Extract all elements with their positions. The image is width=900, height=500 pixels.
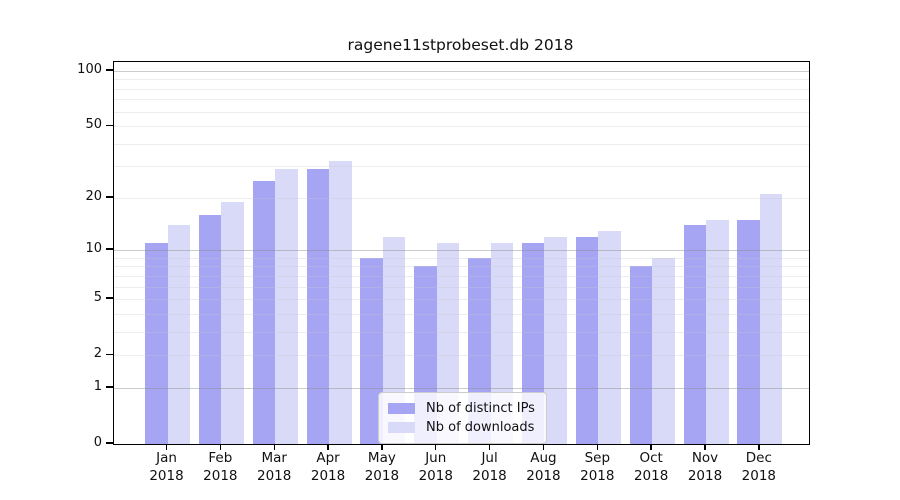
x-tick-month: May — [367, 450, 396, 466]
bars-layer — [114, 62, 809, 444]
x-tick-year: 2018 — [472, 467, 507, 484]
x-tick-month: Jan — [156, 450, 177, 466]
x-tick-month: Dec — [745, 450, 772, 466]
y-tick-mark — [106, 386, 113, 388]
y-tick-label: 20 — [85, 188, 102, 204]
y-tick-label: 5 — [93, 290, 102, 306]
plot-area: Nb of distinct IPs Nb of downloads — [113, 61, 810, 445]
x-tick-label: Dec 2018 — [731, 450, 787, 485]
bar-nb-of-downloads-jan — [167, 225, 190, 444]
bar-nb-of-downloads-oct — [652, 257, 675, 444]
y-tick-label: 100 — [77, 62, 102, 77]
legend-row: Nb of distinct IPs — [388, 399, 535, 418]
y-tick-mark — [106, 248, 113, 250]
x-tick-year: 2018 — [310, 467, 346, 484]
y-tick-mark — [106, 69, 113, 71]
x-tick-label: Jul 2018 — [462, 450, 518, 485]
x-tick-label: Jun 2018 — [408, 450, 464, 485]
x-tick-year: 2018 — [418, 467, 453, 484]
x-tick-mark — [165, 444, 168, 450]
x-tick-month: Feb — [208, 450, 233, 466]
bar-nb-of-distinct-ips-nov — [683, 225, 706, 444]
bar-nb-of-downloads-aug — [544, 236, 567, 444]
x-tick-mark — [596, 444, 598, 450]
x-tick-year: 2018 — [364, 467, 400, 484]
x-tick-month: Mar — [261, 450, 287, 466]
x-tick-mark — [381, 444, 383, 450]
bar-nb-of-distinct-ips-jan — [145, 243, 168, 444]
x-tick-year: 2018 — [580, 467, 615, 484]
y-tick-mark — [106, 297, 113, 299]
x-tick-month: Aug — [530, 450, 557, 466]
x-tick-mark — [704, 444, 706, 450]
legend-label: Nb of downloads — [426, 420, 535, 435]
x-tick-year: 2018 — [203, 467, 238, 484]
x-tick-year: 2018 — [257, 467, 292, 484]
x-tick-mark — [273, 444, 275, 450]
x-tick-label: Nov 2018 — [677, 450, 733, 485]
bar-nb-of-downloads-dec — [759, 194, 783, 444]
x-tick-label: Sep 2018 — [569, 450, 625, 485]
x-tick-year: 2018 — [526, 467, 561, 484]
bar-nb-of-distinct-ips-feb — [198, 215, 222, 444]
bar-nb-of-downloads-apr — [329, 161, 352, 444]
x-tick-year: 2018 — [149, 467, 184, 484]
x-tick-mark — [488, 444, 491, 450]
bar-nb-of-distinct-ips-oct — [629, 266, 653, 444]
bar-nb-of-distinct-ips-sep — [575, 236, 599, 444]
y-tick-label: 2 — [93, 346, 102, 362]
x-tick-label: Feb 2018 — [192, 450, 248, 485]
bar-nb-of-downloads-feb — [221, 201, 244, 444]
x-tick-mark — [758, 444, 760, 450]
x-tick-month: Jul — [481, 450, 498, 466]
bar-nb-of-downloads-mar — [275, 169, 298, 444]
bar-nb-of-distinct-ips-may — [360, 257, 383, 444]
x-tick-label: Oct 2018 — [623, 450, 679, 485]
x-tick-label: Aug 2018 — [515, 450, 571, 485]
bar-nb-of-distinct-ips-apr — [306, 169, 330, 444]
legend-swatch-icon — [388, 422, 415, 433]
x-tick-mark — [327, 444, 329, 450]
bar-nb-of-downloads-sep — [598, 230, 621, 444]
x-tick-label: Apr 2018 — [300, 450, 356, 485]
bar-nb-of-downloads-nov — [706, 219, 729, 444]
legend-label: Nb of distinct IPs — [426, 401, 535, 416]
x-tick-label: Mar 2018 — [246, 450, 302, 485]
y-tick-label: 50 — [85, 117, 102, 133]
x-tick-month: Jun — [425, 450, 447, 466]
legend-row: Nb of downloads — [388, 418, 535, 437]
x-tick-month: Oct — [639, 450, 663, 466]
x-tick-label: Jan 2018 — [139, 450, 195, 485]
x-tick-mark — [542, 444, 545, 450]
x-tick-month: Nov — [691, 450, 719, 466]
legend: Nb of distinct IPs Nb of downloads — [378, 392, 547, 444]
y-tick-mark — [106, 442, 113, 444]
chart-title: ragene11stprobeset.db 2018 — [347, 36, 574, 54]
y-tick-label: 1 — [93, 378, 102, 394]
x-tick-month: Apr — [316, 450, 340, 466]
x-tick-mark — [435, 444, 437, 450]
bar-nb-of-distinct-ips-dec — [737, 219, 760, 444]
legend-swatch-icon — [388, 403, 415, 414]
y-tick-label: 10 — [85, 241, 102, 257]
x-tick-mark — [219, 444, 222, 450]
bar-nb-of-distinct-ips-mar — [252, 180, 276, 444]
x-tick-label: May 2018 — [354, 450, 410, 485]
y-tick-label: 0 — [93, 435, 102, 450]
x-tick-month: Sep — [584, 450, 611, 466]
y-tick-mark — [106, 124, 113, 126]
x-tick-year: 2018 — [741, 467, 777, 484]
x-tick-mark — [650, 444, 652, 450]
y-tick-mark — [106, 353, 113, 355]
y-tick-mark — [106, 196, 113, 198]
x-tick-year: 2018 — [687, 467, 723, 484]
x-tick-year: 2018 — [633, 467, 669, 484]
